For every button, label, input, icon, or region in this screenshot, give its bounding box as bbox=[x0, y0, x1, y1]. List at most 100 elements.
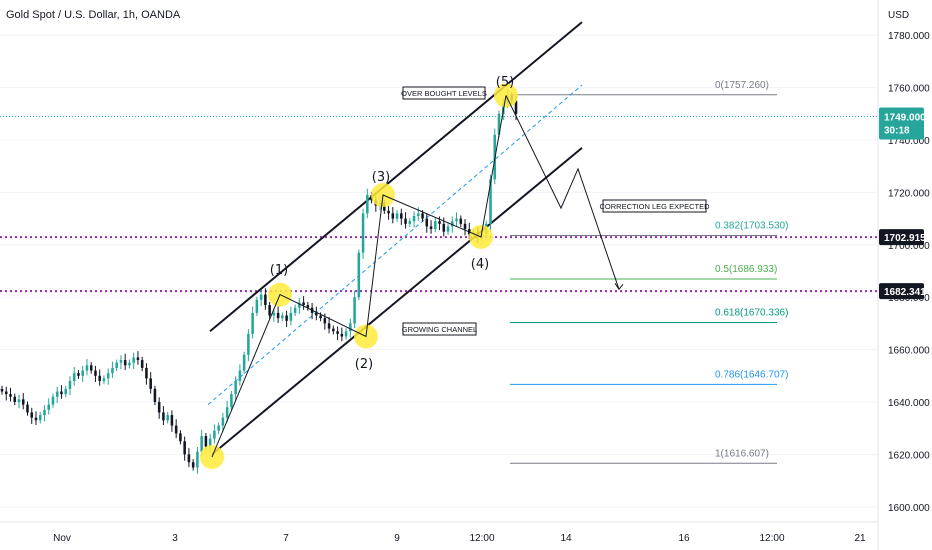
candle-body bbox=[289, 312, 293, 321]
candle-body bbox=[425, 218, 429, 227]
x-tick-label: 7 bbox=[283, 533, 289, 544]
annotation-box bbox=[602, 199, 707, 213]
candle-body bbox=[132, 357, 135, 363]
x-tick-label: 21 bbox=[854, 533, 866, 544]
candle-body bbox=[170, 415, 174, 426]
last-price-value: 1749.000 bbox=[884, 112, 926, 123]
candle-body bbox=[34, 417, 38, 421]
last-price-countdown: 30:18 bbox=[884, 125, 910, 136]
candle-body bbox=[149, 378, 152, 389]
candle-body bbox=[497, 113, 501, 135]
candle-body bbox=[417, 213, 420, 216]
candle-body bbox=[85, 365, 89, 371]
candle-body bbox=[115, 362, 118, 368]
candle-body bbox=[463, 223, 467, 230]
x-tick-label: 14 bbox=[560, 533, 572, 544]
candle-body bbox=[208, 438, 212, 447]
y-tick-label: 1720.000 bbox=[888, 188, 930, 199]
candle-body bbox=[145, 367, 148, 379]
candle-body bbox=[111, 367, 114, 374]
candle-body bbox=[451, 221, 454, 227]
candle-body bbox=[306, 305, 310, 308]
candle-body bbox=[514, 100, 518, 114]
candle-body bbox=[455, 218, 458, 222]
annotation-text: GROWING CHANNEL bbox=[402, 325, 477, 334]
candle-body bbox=[230, 394, 233, 408]
candle-body bbox=[387, 210, 390, 214]
fib-level-label: 0.618(1670.336) bbox=[715, 308, 788, 319]
candle-body bbox=[327, 323, 331, 329]
candle-body bbox=[166, 415, 169, 421]
channel-mid-line bbox=[207, 84, 583, 405]
candle-body bbox=[38, 415, 42, 421]
candle-body bbox=[302, 302, 305, 306]
projection-path bbox=[505, 95, 620, 290]
x-tick-label: 9 bbox=[394, 533, 400, 544]
candle-body bbox=[102, 378, 106, 382]
level-badge-label: 1682.341 bbox=[884, 287, 926, 298]
candle-body bbox=[89, 365, 93, 371]
candle-body bbox=[332, 328, 335, 332]
candle-body bbox=[238, 370, 242, 382]
candle-body bbox=[217, 425, 220, 431]
annotation-text: OVER BOUGHT LEVELS bbox=[401, 89, 487, 98]
candle-body bbox=[323, 318, 327, 324]
candle-body bbox=[400, 213, 403, 219]
candle-body bbox=[242, 354, 246, 371]
candle-body bbox=[136, 357, 140, 361]
candle-body bbox=[434, 221, 437, 230]
candle-body bbox=[128, 362, 131, 366]
annotation-text: CORRECTION LEG EXPECTED bbox=[599, 202, 710, 211]
candle-body bbox=[366, 195, 369, 214]
candle-body bbox=[259, 294, 263, 300]
candle-body bbox=[281, 315, 284, 319]
annotation-box bbox=[402, 322, 477, 336]
candle-body bbox=[489, 179, 492, 224]
candle-body bbox=[0, 388, 4, 392]
candle-body bbox=[200, 436, 203, 452]
candle-body bbox=[361, 213, 365, 253]
candle-body bbox=[404, 218, 407, 224]
candle-body bbox=[9, 394, 12, 397]
candle-body bbox=[94, 370, 97, 376]
candle-body bbox=[174, 425, 178, 434]
candle-body bbox=[153, 388, 157, 402]
candle-body bbox=[264, 294, 267, 306]
candle-body bbox=[106, 373, 110, 379]
level-badge bbox=[879, 229, 924, 246]
candle-body bbox=[251, 312, 254, 334]
x-tick-label: 12:00 bbox=[759, 533, 784, 544]
x-tick-label: 16 bbox=[678, 533, 690, 544]
y-tick-label: 1640.000 bbox=[888, 398, 930, 409]
channel-upper-line bbox=[209, 21, 583, 333]
candle-body bbox=[319, 315, 322, 319]
candle-body bbox=[459, 218, 463, 224]
candle-body bbox=[55, 391, 59, 397]
candle-body bbox=[340, 333, 344, 337]
candle-body bbox=[30, 412, 34, 418]
fib-level-label: 0.382(1703.530) bbox=[715, 221, 788, 232]
candle-body bbox=[446, 226, 450, 232]
candle-body bbox=[272, 312, 276, 316]
x-tick-label: 3 bbox=[172, 533, 178, 544]
growing-channel bbox=[207, 21, 583, 456]
candle-body bbox=[68, 381, 72, 389]
candle-body bbox=[268, 305, 271, 316]
chart-title: Gold Spot / U.S. Dollar, 1h, OANDA bbox=[6, 9, 181, 21]
fibonacci-levels: 0(1757.260) 0.382(1703.530) 0.5(1686.933) 0… bbox=[510, 80, 788, 464]
candle-body bbox=[26, 404, 29, 413]
elliott-wave-path bbox=[211, 95, 507, 458]
y-tick-label: 1780.000 bbox=[888, 31, 930, 42]
candle-body bbox=[315, 312, 318, 316]
price-badges: 1749.000 30:18 1702.915 1682.341 bbox=[879, 107, 926, 300]
wave-label: (2) bbox=[355, 357, 373, 372]
candle-body bbox=[395, 213, 399, 219]
last-price-badge bbox=[879, 107, 924, 140]
annotations: OVER BOUGHT LEVELS CORRECTION LEG EXPECTE… bbox=[401, 86, 710, 336]
candle-body bbox=[179, 433, 182, 442]
y-tick-label: 1700.000 bbox=[888, 241, 930, 252]
candle-body bbox=[157, 401, 161, 413]
candle-body bbox=[17, 399, 21, 402]
candle-body bbox=[285, 315, 288, 321]
